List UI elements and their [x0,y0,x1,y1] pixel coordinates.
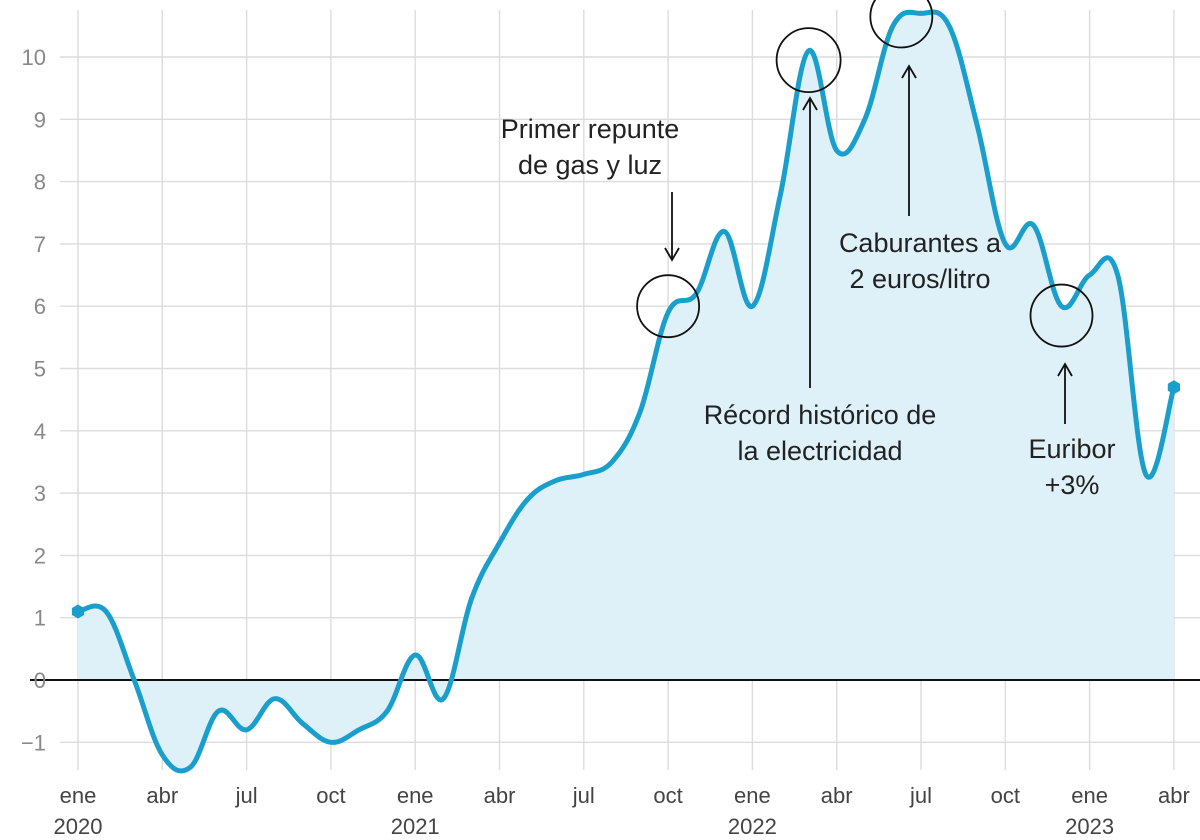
x-tick-label: oct [316,783,345,808]
area-layer [78,11,1174,771]
series-line-layer [71,9,1180,774]
y-tick-label: 9 [34,107,46,132]
y-tick-label: −1 [21,730,46,755]
annotation-arrowhead [1057,362,1073,377]
x-tick-label: ene [397,783,434,808]
y-tick-label: 8 [34,170,46,195]
y-tick-label: 6 [34,294,46,319]
y-tick-label: 10 [22,45,46,70]
x-tick-label: abr [1158,783,1190,808]
series-end-marker [1167,380,1180,395]
y-tick-labels: −1 0 1 2 3 4 5 6 7 8 9 10 [21,45,46,755]
x-tick-label: ene [1071,783,1108,808]
y-tick-label: 5 [34,357,46,382]
x-tick-year: 2020 [54,814,103,839]
y-tick-label: 3 [34,481,46,506]
x-tick-label: abr [146,783,178,808]
x-tick-label: oct [653,783,682,808]
y-tick-label: 7 [34,232,46,257]
x-tick-year: 2022 [728,814,777,839]
annotation-label: 2 euros/litro [849,264,990,294]
series-start-marker [71,604,85,619]
annotation-label: +3% [1045,470,1100,500]
x-tick-label: abr [821,783,853,808]
x-tick-label: jul [235,783,258,808]
annotations-layer: Primer repunte de gas y luz Récord históri… [501,0,1116,500]
y-tick-label: 1 [34,606,46,631]
x-tick-label: ene [60,783,97,808]
annotation-arrowhead [802,96,818,111]
x-tick-label: oct [991,783,1020,808]
annotation-label: la electricidad [737,436,902,466]
annotation-label: Caburantes a [839,228,1002,258]
annotation-label: Récord histórico de [704,400,937,430]
x-tick-labels: ene 2020 abr jul oct ene 2021 abr jul oct ene 2022 a… [54,783,1190,839]
annotation-arrowhead [901,64,917,79]
y-tick-label: 0 [34,668,46,693]
annotation-label: de gas y luz [518,150,662,180]
annotation-label: Euribor [1028,434,1115,464]
x-tick-label: ene [734,783,771,808]
x-tick-label: abr [484,783,516,808]
y-tick-label: 2 [34,543,46,568]
x-tick-year: 2023 [1065,814,1114,839]
series-line [75,9,1177,774]
annotation-circle [636,274,700,339]
x-tick-year: 2021 [391,814,440,839]
x-tick-label: jul [572,783,595,808]
annotation-circle [869,0,934,49]
annotation-arrowhead [664,247,680,262]
annotation-circle [1029,283,1094,348]
x-tick-label: jul [909,783,932,808]
annotation-circle [775,27,842,94]
series-area [78,11,1174,771]
y-tick-label: 4 [34,419,46,444]
annotation-label: Primer repunte [501,114,680,144]
